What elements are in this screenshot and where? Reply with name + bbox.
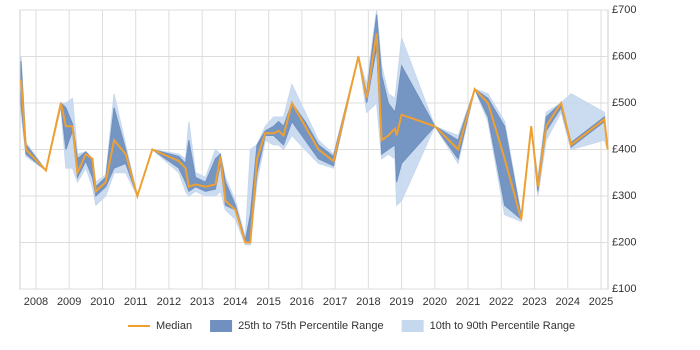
legend-label: Median <box>156 320 192 332</box>
x-tick-label: 2021 <box>456 296 480 308</box>
x-tick-label: 2023 <box>522 296 546 308</box>
legend-label: 25th to 75th Percentile Range <box>238 320 384 332</box>
y-tick-label: £200 <box>612 236 636 248</box>
median-line <box>19 33 609 244</box>
x-tick-label: 2017 <box>323 296 347 308</box>
x-tick-label: 2025 <box>589 296 613 308</box>
x-tick-label: 2010 <box>90 296 114 308</box>
x-tick-label: 2014 <box>223 296 247 308</box>
x-tick-label: 2020 <box>423 296 447 308</box>
x-tick-label: 2018 <box>356 296 380 308</box>
x-tick-label: 2015 <box>256 296 280 308</box>
x-tick-label: 2013 <box>190 296 214 308</box>
x-tick-label: 2016 <box>290 296 314 308</box>
legend-swatch <box>401 320 424 332</box>
legend-label: 10th to 90th Percentile Range <box>430 320 576 332</box>
x-tick-label: 2009 <box>57 296 81 308</box>
y-tick-label: £700 <box>612 4 636 16</box>
y-tick-label: £600 <box>612 50 636 62</box>
y-tick-label: £100 <box>612 283 636 295</box>
y-tick-label: £300 <box>612 190 636 202</box>
legend-swatch <box>210 320 233 332</box>
x-tick-label: 2024 <box>556 296 580 308</box>
x-tick-label: 2022 <box>489 296 513 308</box>
x-tick-label: 2011 <box>124 296 148 308</box>
y-tick-label: £400 <box>612 143 636 155</box>
y-tick-label: £500 <box>612 97 636 109</box>
x-tick-label: 2008 <box>24 296 48 308</box>
x-tick-label: 2012 <box>157 296 181 308</box>
x-tick-label: 2019 <box>389 296 413 308</box>
